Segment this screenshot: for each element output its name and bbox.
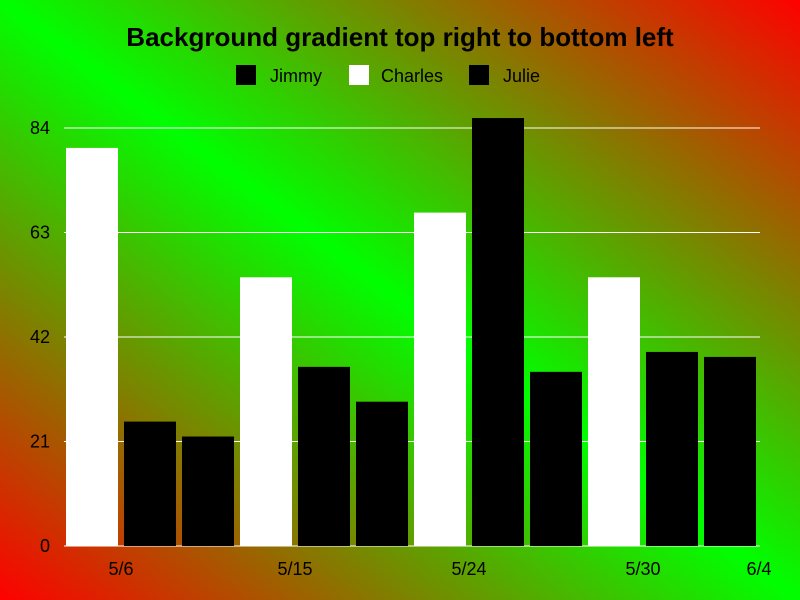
legend: Jimmy Charles Julie <box>236 65 540 86</box>
legend-label-julie: Julie <box>503 66 540 86</box>
bar-charles <box>240 277 292 546</box>
bar-extra <box>530 371 582 546</box>
gridlines <box>64 127 760 547</box>
legend-swatch-julie <box>469 65 489 85</box>
legend-label-charles: Charles <box>381 66 443 86</box>
legend-swatch-jimmy <box>236 65 256 85</box>
chart-title: Background gradient top right to bottom … <box>126 22 674 52</box>
bar-julie <box>646 351 698 546</box>
y-tick-label: 21 <box>30 432 50 452</box>
bar-charles <box>588 277 640 546</box>
bar-extra <box>356 401 408 546</box>
y-tick-label: 42 <box>30 327 50 347</box>
x-tick-label: 5/6 <box>108 559 133 579</box>
x-tick-label: 5/30 <box>625 559 660 579</box>
x-axis-ticks: 5/6 5/15 5/24 5/30 6/4 <box>108 559 771 579</box>
bar-charles <box>414 212 466 546</box>
bar-julie <box>298 366 350 546</box>
legend-swatch-charles <box>349 65 369 85</box>
bar-julie <box>472 118 524 547</box>
legend-label-jimmy: Jimmy <box>270 66 322 86</box>
bar-julie <box>124 421 176 546</box>
x-tick-label: 5/15 <box>277 559 312 579</box>
bar-charles <box>66 147 118 546</box>
y-axis-ticks: 0 21 42 63 84 <box>30 118 50 556</box>
y-tick-label: 84 <box>30 118 50 138</box>
y-tick-label: 63 <box>30 223 50 243</box>
bar-extra <box>704 356 756 546</box>
x-tick-label: 6/4 <box>746 559 771 579</box>
bars <box>66 118 756 547</box>
x-tick-label: 5/24 <box>451 559 486 579</box>
bar-extra <box>182 436 234 546</box>
y-tick-label: 0 <box>40 536 50 556</box>
